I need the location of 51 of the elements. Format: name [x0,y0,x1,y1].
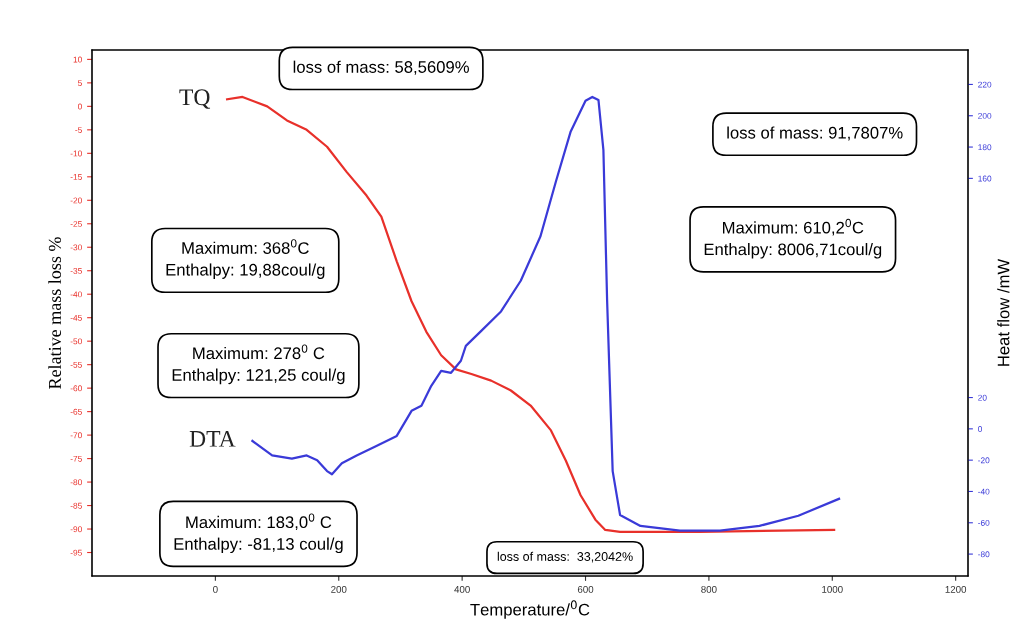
y-axis-title: Relative mass loss % [48,237,62,389]
y-tick-label: -90 [70,526,82,533]
x-tick-label: 1200 [945,585,967,593]
y-tick-label: -30 [70,244,82,251]
annotation: Maximum: 368$^{0}$C Enthalpy: 19,88coul/g [166,239,325,279]
annotation: loss of mass: 58,5609% [293,60,469,75]
y-tick-label: -25 [70,220,82,227]
x-tick-label: 800 [701,585,717,593]
x-tick-label: 0 [213,585,218,593]
x-tick-label: 200 [331,585,347,593]
y-tick-label: -70 [70,432,82,439]
y2-tick-label: 180 [978,144,992,151]
annotation: Maximum: 610,2$^{0}$C Enthalpy: 8006,71coul/g [704,218,882,259]
annotation: loss of mass: 33,2042% [497,551,633,563]
y-tick-label: -65 [70,408,82,415]
x-axis-title: Temperature/$^{0}$C [470,600,590,619]
x-tick-label: 1000 [822,585,843,593]
series-label: DTA [189,430,236,447]
y2-tick-label: 200 [978,112,992,119]
series-label: TQ [179,89,211,109]
y-tick-label: -5 [75,127,82,133]
y-tick-label: -85 [70,502,82,509]
x-tick-label: 600 [577,585,594,593]
y2-tick-label: 220 [978,81,992,88]
annotation: Maximum: 278$^{0}$ C Enthalpy: 121,25 coul/g [172,344,345,385]
y-tick-label: -40 [70,291,82,298]
y2-tick-label: 0 [978,426,983,432]
y-tick-label: -80 [70,479,82,486]
y-tick-label: -35 [70,267,82,274]
y-tick-label: 10 [73,56,82,63]
y-tick-label: -55 [70,361,82,368]
x-tick-label: 400 [454,585,470,593]
annotation: Maximum: 183,0$^{0}$ C Enthalpy: -81,13 coul/g [174,513,343,554]
y2-tick-label: -60 [978,519,990,526]
y2-tick-label: -80 [978,551,990,558]
y-tick-label: -20 [70,197,82,204]
y-tick-label: 0 [77,103,82,110]
y2-tick-label: 20 [978,394,987,401]
annotation: loss of mass: 91,7807% [727,126,903,141]
y-tick-label: -45 [70,314,82,321]
y-tick-label: 5 [77,80,82,86]
y-tick-label: -75 [70,455,82,462]
y-tick-label: -10 [70,150,82,157]
y2-tick-label: -20 [978,457,990,464]
y-tick-label: -95 [70,549,82,556]
y-tick-label: -60 [70,385,82,392]
y2-axis-title: Heat flow /mW [997,258,1010,366]
y-tick-label: -50 [70,338,82,345]
y-tick-label: -15 [70,174,82,180]
y2-tick-label: 160 [978,175,992,182]
y2-tick-label: -40 [978,488,990,495]
